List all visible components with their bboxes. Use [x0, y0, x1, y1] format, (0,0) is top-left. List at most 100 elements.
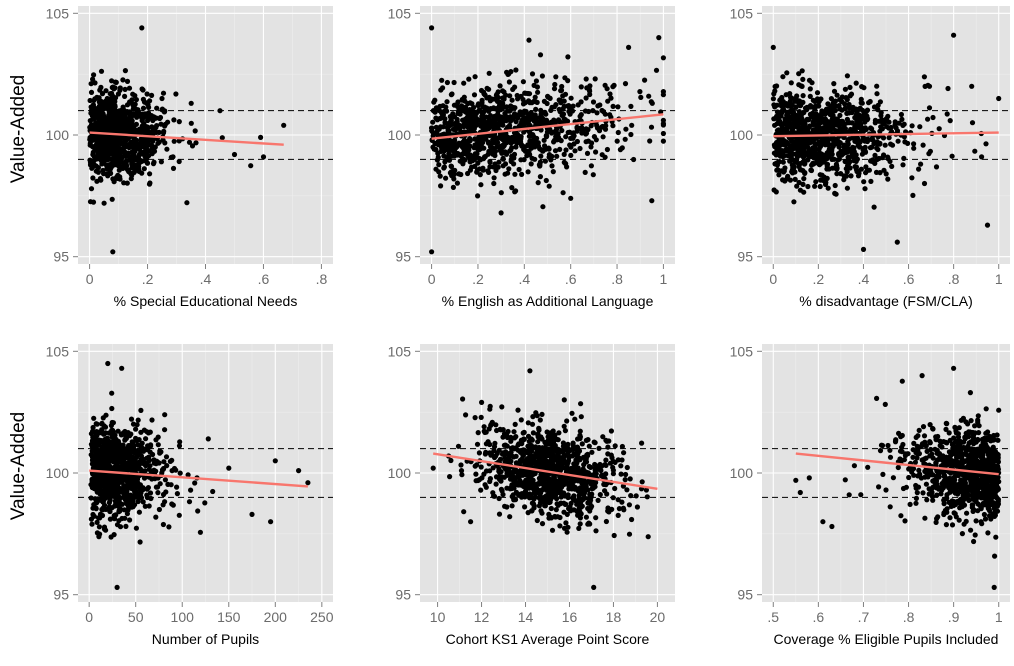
data-point [835, 157, 841, 163]
data-point [618, 471, 624, 477]
x-tick-label: .6 [903, 271, 915, 287]
data-point [585, 437, 591, 443]
data-point [541, 98, 548, 104]
data-point [446, 147, 452, 154]
data-point [898, 111, 905, 118]
data-point [526, 133, 533, 139]
y-tick-label: 100 [388, 465, 412, 481]
data-point [90, 175, 96, 181]
data-point [840, 124, 847, 131]
data-point [522, 504, 528, 510]
data-point [526, 129, 533, 135]
data-point [119, 122, 125, 128]
data-point [144, 128, 150, 134]
data-point [583, 76, 589, 82]
data-point [549, 461, 556, 467]
data-point [89, 448, 95, 454]
data-point [634, 504, 641, 510]
data-point [604, 438, 610, 444]
data-point [496, 511, 503, 517]
data-point [124, 180, 130, 186]
data-point [466, 76, 472, 82]
data-point [140, 485, 146, 491]
x-tick-label: .2 [142, 271, 154, 287]
data-point [496, 116, 502, 122]
data-point [103, 506, 109, 512]
data-point [824, 163, 830, 169]
data-point [459, 472, 465, 478]
data-point [820, 119, 826, 125]
data-point [846, 161, 852, 167]
data-point [512, 105, 518, 111]
data-point [610, 471, 617, 477]
y-tick-label: 95 [53, 249, 69, 265]
data-point [831, 138, 838, 144]
data-point [296, 468, 302, 474]
data-point [520, 117, 526, 123]
data-point [93, 421, 99, 427]
data-point [791, 199, 797, 205]
x-tick-label: .2 [472, 271, 484, 287]
data-point [572, 148, 578, 154]
data-point [527, 100, 533, 106]
data-point [188, 487, 194, 493]
data-point [451, 79, 457, 86]
data-point [656, 35, 662, 41]
data-point [138, 114, 144, 120]
data-point [137, 146, 143, 152]
data-point [442, 116, 448, 122]
data-point [472, 415, 478, 421]
data-point [508, 436, 515, 442]
data-point [140, 499, 146, 505]
data-point [231, 151, 238, 158]
data-point [140, 87, 146, 93]
x-tick-label: .8 [316, 271, 328, 287]
data-point [945, 85, 951, 92]
data-point [558, 88, 564, 94]
data-point [138, 407, 144, 413]
data-point [128, 171, 134, 177]
data-point [541, 137, 547, 143]
data-point [122, 93, 128, 99]
x-tick-label: .4 [858, 271, 870, 287]
x-tick-label: 12 [474, 609, 490, 625]
data-point [504, 443, 510, 449]
data-point [91, 502, 97, 508]
data-point [96, 142, 102, 148]
data-point [90, 424, 96, 431]
data-point [584, 150, 591, 156]
data-point [894, 128, 901, 134]
data-point [511, 429, 517, 435]
data-point [834, 116, 841, 122]
data-point [507, 148, 513, 154]
data-point [170, 154, 176, 160]
data-point [469, 164, 475, 170]
data-point [787, 177, 794, 183]
data-point [140, 125, 146, 131]
data-point [127, 517, 133, 523]
data-point [791, 118, 797, 124]
data-point [660, 92, 667, 98]
data-point [131, 493, 137, 499]
data-point [142, 446, 148, 453]
data-point [509, 503, 515, 509]
data-point [457, 111, 463, 117]
data-point [559, 127, 565, 134]
data-point [429, 249, 435, 255]
data-point [933, 164, 940, 170]
data-point [120, 104, 126, 110]
data-point [116, 128, 122, 134]
data-point [874, 145, 880, 151]
data-point [579, 503, 585, 509]
data-point [541, 119, 547, 125]
data-point [826, 107, 832, 113]
data-point [129, 439, 135, 445]
data-point [487, 98, 493, 104]
data-point [107, 458, 113, 464]
data-point [808, 167, 815, 174]
data-point [795, 120, 801, 126]
data-point [272, 458, 278, 464]
data-point [534, 517, 540, 524]
